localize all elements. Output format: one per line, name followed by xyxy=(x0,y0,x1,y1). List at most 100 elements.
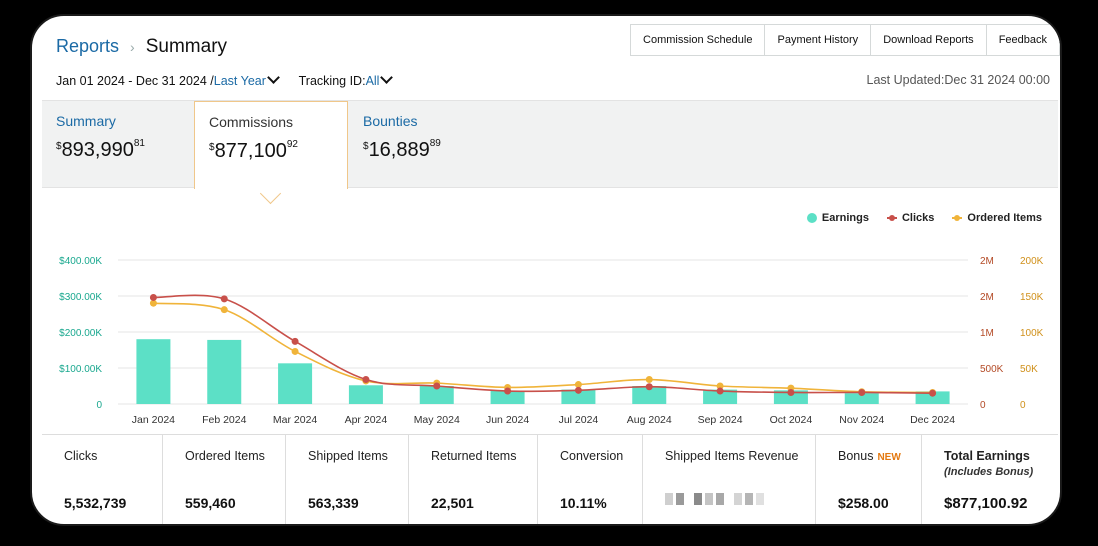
card-commissions[interactable]: Commissions $877,10092 xyxy=(194,101,348,189)
right-axis-clicks-tick: 500K xyxy=(980,364,1004,375)
breadcrumb: Reports › Summary xyxy=(56,36,227,58)
legend-ordered-items[interactable]: Ordered Items xyxy=(952,212,1042,224)
earnings-bar xyxy=(419,386,454,404)
redacted-value xyxy=(665,493,764,505)
stat-shipped-items-revenue: Shipped Items Revenue xyxy=(643,435,816,524)
earnings-bar xyxy=(278,363,313,404)
card-commissions-label: Commissions xyxy=(209,114,294,130)
earnings-bar xyxy=(348,385,383,404)
legend-clicks[interactable]: Clicks xyxy=(886,212,934,224)
ordered-items-point xyxy=(291,347,299,355)
x-axis-tick: Apr 2024 xyxy=(345,414,388,426)
earnings-bar xyxy=(844,393,879,404)
x-axis-tick: Mar 2024 xyxy=(273,414,318,426)
clicks-point xyxy=(574,386,582,394)
earnings-bar xyxy=(632,386,667,404)
right-axis-items-tick: 0 xyxy=(1020,400,1026,411)
earnings-bar xyxy=(490,390,525,404)
stat-bonus: Bonus NEW $258.00 xyxy=(816,435,922,524)
clicks-point xyxy=(645,383,653,391)
right-axis-items-tick: 100K xyxy=(1020,328,1044,339)
clicks-point xyxy=(787,388,795,396)
stat-total-earnings: Total Earnings (Includes Bonus) $877,100.9… xyxy=(944,449,1034,512)
tab-feedback[interactable]: Feedback xyxy=(985,24,1060,56)
clicks-point xyxy=(504,387,512,395)
breadcrumb-reports-link[interactable]: Reports xyxy=(56,36,120,56)
tracking-id-dropdown[interactable]: All xyxy=(365,74,380,88)
right-axis-clicks-tick: 2M xyxy=(980,256,994,267)
ordered-items-line-icon xyxy=(952,215,963,221)
x-axis-tick: Jun 2024 xyxy=(486,414,529,426)
earnings-bar xyxy=(773,390,808,404)
summary-cards: Summary $893,99081 Commissions $877,1009… xyxy=(42,100,1058,189)
x-axis-tick: Feb 2024 xyxy=(202,414,247,426)
right-axis-clicks-tick: 0 xyxy=(980,400,986,411)
chevron-down-icon[interactable] xyxy=(380,71,394,84)
right-axis-items-tick: 150K xyxy=(1020,292,1044,303)
clicks-point xyxy=(433,382,441,390)
clicks-point xyxy=(858,388,866,396)
ordered-items-point xyxy=(716,382,724,390)
stat-shipped-items: Shipped Items 563,339 xyxy=(286,435,409,524)
card-bounties-label: Bounties xyxy=(363,113,418,129)
clicks-point xyxy=(291,337,299,345)
stat-ordered-items: Ordered Items 559,460 xyxy=(163,435,286,524)
date-range-text: Jan 01 2024 - Dec 31 2024 / xyxy=(56,74,214,88)
chart-legend: Earnings Clicks Ordered Items xyxy=(806,212,1042,224)
ordered-items-point xyxy=(574,381,582,389)
x-axis-tick: Jul 2024 xyxy=(559,414,599,426)
legend-earnings[interactable]: Earnings xyxy=(806,212,869,224)
x-axis-tick: May 2024 xyxy=(414,414,460,426)
ordered-items-point xyxy=(220,306,228,314)
earnings-bar xyxy=(207,339,242,404)
chevron-down-icon[interactable] xyxy=(267,71,280,84)
left-axis-tick: $100.00K xyxy=(59,364,102,375)
top-tabs: Commission Schedule Payment History Down… xyxy=(630,24,1060,56)
clicks-point xyxy=(929,389,937,397)
breadcrumb-separator: › xyxy=(130,39,135,55)
earnings-bar xyxy=(915,391,950,404)
left-axis-tick: $200.00K xyxy=(59,328,102,339)
clicks-point xyxy=(716,387,724,395)
new-badge: NEW xyxy=(877,452,901,463)
right-axis-clicks-tick: 2M xyxy=(980,292,994,303)
ordered-items-point xyxy=(149,299,157,307)
tab-download-reports[interactable]: Download Reports xyxy=(870,24,986,56)
right-axis-clicks-tick: 1M xyxy=(980,328,994,339)
tab-payment-history[interactable]: Payment History xyxy=(764,24,871,56)
stat-returned-items: Returned Items 22,501 xyxy=(409,435,538,524)
clicks-line xyxy=(153,294,933,394)
earnings-bar xyxy=(136,339,171,404)
x-axis-tick: Nov 2024 xyxy=(839,414,884,426)
clicks-line-icon xyxy=(886,215,897,221)
report-page: Reports › Summary Commission Schedule Pa… xyxy=(40,20,1060,524)
card-summary-label: Summary xyxy=(56,113,116,129)
stat-conversion: Conversion 10.11% xyxy=(538,435,643,524)
card-bounties[interactable]: Bounties $16,88989 xyxy=(349,101,499,187)
left-axis-tick: 0 xyxy=(96,400,102,411)
card-bounties-amount: $16,88989 xyxy=(363,138,441,161)
card-summary-amount: $893,99081 xyxy=(56,138,145,161)
right-axis-items-tick: 200K xyxy=(1020,256,1044,267)
earnings-chart: Earnings Clicks Ordered Items 0 0 0 $100.00… xyxy=(40,186,1060,436)
date-range-dropdown[interactable]: Last Year xyxy=(213,74,266,88)
earnings-dot-icon xyxy=(806,213,817,223)
left-axis-tick: $400.00K xyxy=(59,256,102,267)
x-axis-tick: Dec 2024 xyxy=(910,414,955,426)
x-axis-tick: Sep 2024 xyxy=(698,414,743,426)
right-axis-items-tick: 50K xyxy=(1020,364,1038,375)
ordered-items-point xyxy=(645,376,653,384)
earnings-bar xyxy=(703,389,738,404)
stats-row: Clicks 5,532,739 Ordered Items 559,460 Shi… xyxy=(42,434,1058,524)
x-axis-tick: Aug 2024 xyxy=(627,414,672,426)
stat-clicks: Clicks 5,532,739 xyxy=(42,435,163,524)
card-commissions-amount: $877,10092 xyxy=(209,139,298,162)
tab-commission-schedule[interactable]: Commission Schedule xyxy=(630,24,765,56)
clicks-point xyxy=(220,295,228,303)
last-updated: Last Updated:Dec 31 2024 00:00 xyxy=(866,73,1050,87)
card-summary[interactable]: Summary $893,99081 xyxy=(42,101,192,187)
chart-plot: 0 0 0 $100.00K 500K 50K $200.00K 1M 100K $300.00K… xyxy=(59,256,1044,426)
ordered-items-line xyxy=(153,302,933,394)
filter-bar: Jan 01 2024 - Dec 31 2024 /Last Year Tra… xyxy=(56,71,395,88)
earnings-bar xyxy=(561,389,596,404)
